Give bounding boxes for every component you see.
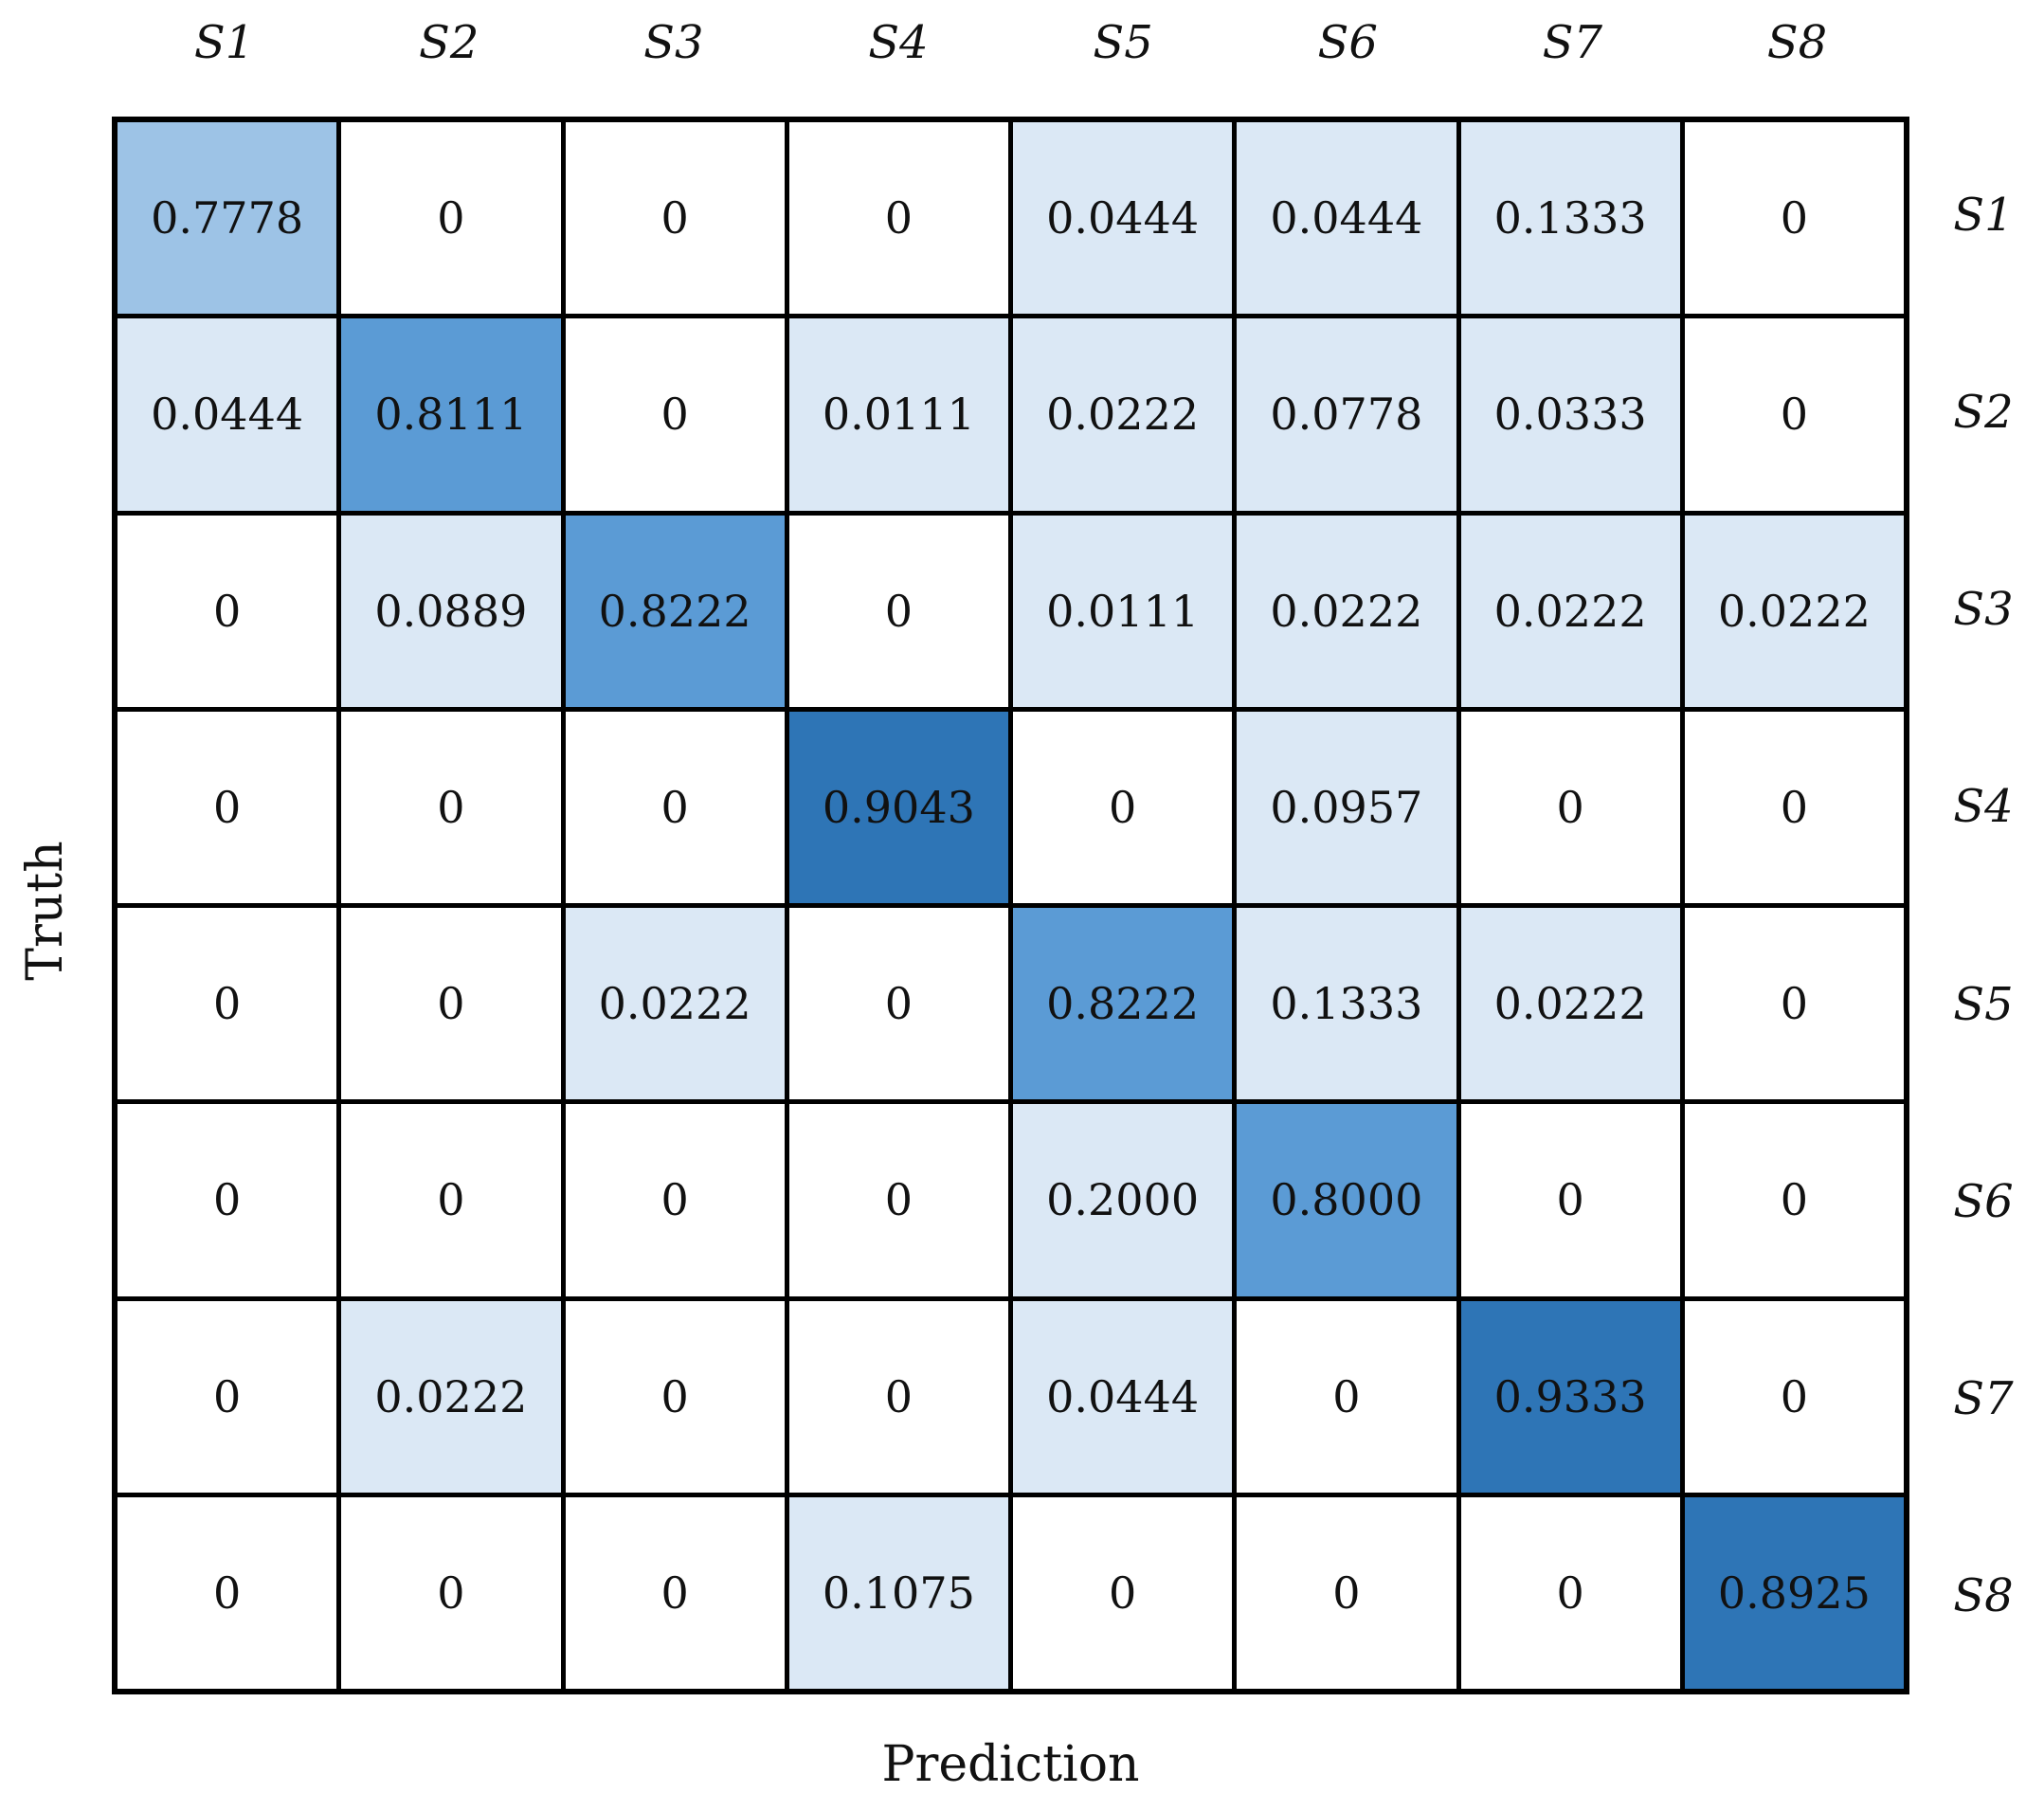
matrix-cell: 0 bbox=[341, 1104, 561, 1296]
matrix-cell: 0 bbox=[118, 1104, 337, 1296]
matrix-cell: 0.0222 bbox=[1013, 318, 1233, 511]
matrix-cell: 0.9333 bbox=[1460, 1300, 1680, 1493]
matrix-cell: 0.2000 bbox=[1013, 1104, 1233, 1296]
matrix-cell: 0 bbox=[1684, 1300, 1904, 1493]
matrix-cell: 0.7778 bbox=[118, 122, 337, 315]
row-header-s4: S4 bbox=[1953, 780, 2014, 834]
matrix-cell: 0.0222 bbox=[1237, 515, 1456, 707]
matrix-cell: 0 bbox=[1460, 1496, 1680, 1689]
row-header-column: S1 S2 S3 S4 S5 S6 S7 S8 bbox=[1926, 117, 2041, 1694]
matrix-cell: 0 bbox=[341, 711, 561, 903]
matrix-cell: 0.8222 bbox=[1013, 908, 1233, 1100]
row-header-s7: S7 bbox=[1953, 1371, 2014, 1425]
matrix-cell: 0 bbox=[1013, 711, 1233, 903]
row-header-s8: S8 bbox=[1953, 1568, 2014, 1622]
matrix-cell: 0.0222 bbox=[565, 908, 785, 1100]
matrix-cell: 0.9043 bbox=[788, 711, 1008, 903]
matrix-cell: 0 bbox=[1013, 1496, 1233, 1689]
matrix-cell: 0.0222 bbox=[341, 1300, 561, 1493]
matrix-cell: 0 bbox=[788, 515, 1008, 707]
matrix-cell: 0 bbox=[341, 122, 561, 315]
row-header-s6: S6 bbox=[1953, 1174, 2014, 1228]
matrix-cell: 0.0222 bbox=[1460, 515, 1680, 707]
matrix-cell: 0 bbox=[1460, 711, 1680, 903]
matrix-cell: 0 bbox=[1684, 908, 1904, 1100]
matrix-cell: 0.1075 bbox=[788, 1496, 1008, 1689]
matrix-cell: 0 bbox=[788, 122, 1008, 315]
column-header-s6: S6 bbox=[1317, 16, 1378, 69]
matrix-cell: 0 bbox=[1684, 1104, 1904, 1296]
matrix-cell: 0 bbox=[118, 515, 337, 707]
matrix-cell: 0 bbox=[118, 1300, 337, 1493]
matrix-cell: 0 bbox=[1684, 318, 1904, 511]
matrix-cell: 0 bbox=[1684, 122, 1904, 315]
matrix-cell: 0 bbox=[565, 318, 785, 511]
matrix-cell: 0.0111 bbox=[1013, 515, 1233, 707]
matrix-cell: 0.8000 bbox=[1237, 1104, 1456, 1296]
matrix-cell: 0 bbox=[565, 711, 785, 903]
matrix-cell: 0.0333 bbox=[1460, 318, 1680, 511]
column-header-s3: S3 bbox=[643, 16, 704, 69]
matrix-cell: 0 bbox=[1684, 711, 1904, 903]
matrix-cell: 0.0111 bbox=[788, 318, 1008, 511]
matrix-cell: 0.0222 bbox=[1684, 515, 1904, 707]
y-axis-title: Truth bbox=[17, 841, 74, 981]
matrix-cell: 0.0444 bbox=[1013, 1300, 1233, 1493]
matrix-cell: 0 bbox=[341, 1496, 561, 1689]
matrix-cell: 0 bbox=[565, 1104, 785, 1296]
matrix-cell: 0 bbox=[118, 711, 337, 903]
matrix-cell: 0.8222 bbox=[565, 515, 785, 707]
matrix-cell: 0 bbox=[1237, 1496, 1456, 1689]
row-header-s1: S1 bbox=[1953, 189, 2014, 243]
matrix-cell: 0 bbox=[565, 122, 785, 315]
row-header-s2: S2 bbox=[1953, 386, 2014, 440]
column-header-row: S1 S2 S3 S4 S5 S6 S7 S8 bbox=[112, 2, 1909, 83]
matrix-cell: 0 bbox=[341, 908, 561, 1100]
column-header-s8: S8 bbox=[1766, 16, 1828, 69]
matrix-cell: 0 bbox=[788, 908, 1008, 1100]
matrix-cell: 0.0444 bbox=[118, 318, 337, 511]
row-header-s3: S3 bbox=[1953, 583, 2014, 637]
matrix-cell: 0.1333 bbox=[1460, 122, 1680, 315]
matrix-cell: 0 bbox=[565, 1300, 785, 1493]
matrix-cell: 0.0444 bbox=[1237, 122, 1456, 315]
matrix-cell: 0.0778 bbox=[1237, 318, 1456, 511]
matrix-cell: 0.0957 bbox=[1237, 711, 1456, 903]
column-header-s1: S1 bbox=[193, 16, 255, 69]
matrix-cell: 0 bbox=[565, 1496, 785, 1689]
row-header-s5: S5 bbox=[1953, 977, 2014, 1031]
matrix-cell: 0 bbox=[1460, 1104, 1680, 1296]
matrix-cell: 0.8925 bbox=[1684, 1496, 1904, 1689]
column-header-s7: S7 bbox=[1542, 16, 1603, 69]
matrix-cell: 0 bbox=[118, 1496, 337, 1689]
matrix-cell: 0 bbox=[118, 908, 337, 1100]
column-header-s4: S4 bbox=[868, 16, 929, 69]
matrix-cell: 0 bbox=[788, 1104, 1008, 1296]
matrix-cell: 0.8111 bbox=[341, 318, 561, 511]
matrix-cell: 0 bbox=[788, 1300, 1008, 1493]
matrix-cell: 0.0444 bbox=[1013, 122, 1233, 315]
matrix-cell: 0.1333 bbox=[1237, 908, 1456, 1100]
confusion-matrix-grid: 0.7778 0 0 0 0.0444 0.0444 0.1333 0 0.0444 0.8111… bbox=[112, 117, 1909, 1694]
matrix-cell: 0.0222 bbox=[1460, 908, 1680, 1100]
matrix-cell: 0.0889 bbox=[341, 515, 561, 707]
column-header-s2: S2 bbox=[418, 16, 479, 69]
matrix-cell: 0 bbox=[1237, 1300, 1456, 1493]
x-axis-title: Prediction bbox=[881, 1736, 1140, 1793]
column-header-s5: S5 bbox=[1093, 16, 1153, 69]
